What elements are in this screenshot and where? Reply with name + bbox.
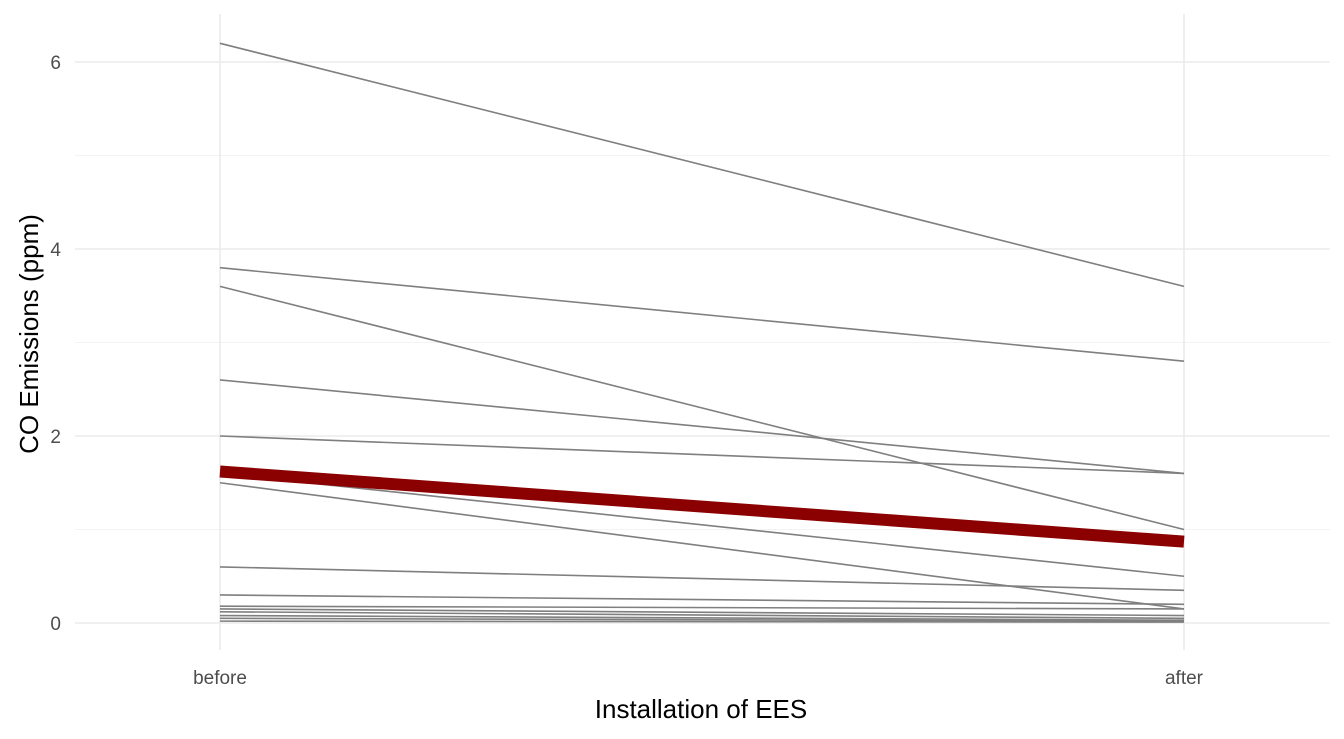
series-line	[219, 285, 1185, 531]
y-tick-label: 0	[50, 614, 61, 635]
series-line	[219, 614, 1185, 621]
x-axis-ticks: before after	[193, 668, 1204, 689]
series-line	[219, 610, 1185, 620]
y-tick-label: 4	[50, 240, 61, 261]
series-line	[219, 620, 1185, 623]
mean-line	[219, 465, 1185, 548]
y-axis-title: CO Emissions (ppm)	[14, 214, 44, 454]
series-line	[219, 617, 1185, 622]
series-line	[219, 481, 1185, 610]
x-tick-label: before	[193, 668, 247, 689]
series-line	[219, 605, 1185, 610]
grid-major	[75, 14, 1330, 650]
y-axis-ticks: 0 2 4 6	[50, 53, 61, 635]
y-tick-label: 2	[50, 427, 61, 448]
x-axis-title: Installation of EES	[595, 694, 807, 724]
series-line	[219, 472, 1185, 578]
x-tick-label: after	[1165, 668, 1204, 689]
series-line	[219, 42, 1185, 288]
mean-line-group	[219, 465, 1185, 548]
series-lines	[219, 42, 1185, 623]
series-line	[219, 566, 1185, 592]
series-line	[219, 435, 1185, 475]
series-line	[219, 608, 1185, 617]
series-line	[219, 266, 1185, 362]
grid-minor	[75, 155, 1330, 530]
series-line	[219, 379, 1185, 475]
y-tick-label: 6	[50, 53, 61, 74]
series-line	[219, 594, 1185, 606]
